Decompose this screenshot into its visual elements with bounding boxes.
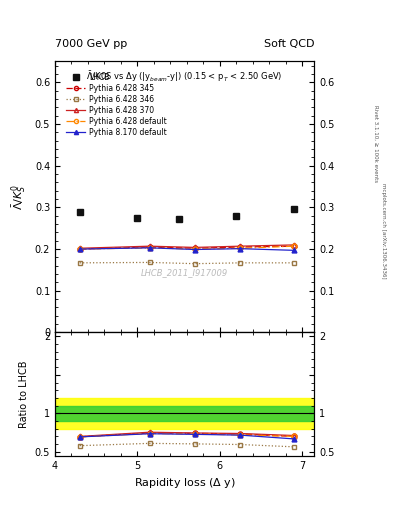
Text: mcplots.cern.ch [arXiv:1306.3436]: mcplots.cern.ch [arXiv:1306.3436]: [381, 183, 386, 278]
Legend: LHCB, Pythia 6.428 345, Pythia 6.428 346, Pythia 6.428 370, Pythia 6.428 default: LHCB, Pythia 6.428 345, Pythia 6.428 346…: [64, 71, 169, 139]
Bar: [55, 406, 314, 421]
Text: 7000 GeV pp: 7000 GeV pp: [55, 38, 127, 49]
Text: $\bar{\Lambda}$/K0S vs $\Delta$y (|y$_{beam}$-y|) (0.15 < p$_T$ < 2.50 GeV): $\bar{\Lambda}$/K0S vs $\Delta$y (|y$_{b…: [86, 70, 283, 84]
Text: Rivet 3.1.10, ≥ 100k events: Rivet 3.1.10, ≥ 100k events: [373, 105, 378, 182]
Y-axis label: Ratio to LHCB: Ratio to LHCB: [19, 360, 29, 428]
Text: LHCB_2011_I917009: LHCB_2011_I917009: [141, 268, 228, 278]
Text: Soft QCD: Soft QCD: [264, 38, 314, 49]
Bar: [55, 398, 314, 429]
Y-axis label: $\bar{\Lambda}/K_S^0$: $\bar{\Lambda}/K_S^0$: [10, 184, 29, 210]
X-axis label: Rapidity loss ($\Delta$ y): Rapidity loss ($\Delta$ y): [134, 476, 236, 490]
